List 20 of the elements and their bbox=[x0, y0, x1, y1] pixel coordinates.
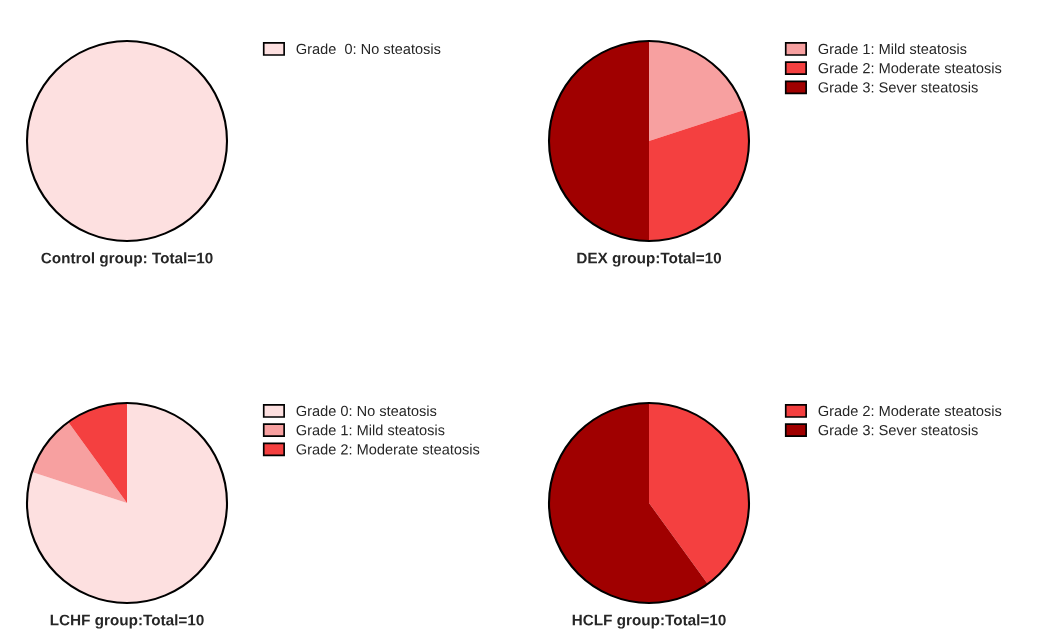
pie-slice bbox=[649, 41, 745, 141]
legend-label: Grade 2: Moderate steatosis bbox=[818, 405, 1002, 417]
pie-slice bbox=[649, 110, 749, 241]
legend-label: Grade 1: Mild steatosis bbox=[296, 424, 445, 436]
text: DEX group:Total=10 bbox=[577, 252, 722, 267]
legend-label: Grade 0: No steatosis bbox=[296, 43, 441, 55]
pie-slice bbox=[549, 403, 708, 603]
legend-label: Grade 2: Moderate steatosis bbox=[296, 443, 480, 455]
text: HCLF group:Total=10 bbox=[572, 614, 726, 629]
pie-slice bbox=[549, 41, 649, 241]
pie-slice bbox=[649, 403, 749, 584]
legend-label: Grade 1: Mild steatosis bbox=[818, 43, 967, 55]
legend-label: Grade 3: Sever steatosis bbox=[818, 81, 978, 93]
text: Control group: Total=10 bbox=[41, 252, 213, 267]
legend-label: Grade 0: No steatosis bbox=[296, 405, 437, 417]
text: LCHF group:Total=10 bbox=[50, 614, 204, 629]
legend-label: Grade 2: Moderate steatosis bbox=[818, 62, 1002, 74]
pie-slice bbox=[31, 422, 127, 503]
pie-slice bbox=[68, 403, 127, 503]
legend-label: Grade 3: Sever steatosis bbox=[818, 424, 978, 436]
